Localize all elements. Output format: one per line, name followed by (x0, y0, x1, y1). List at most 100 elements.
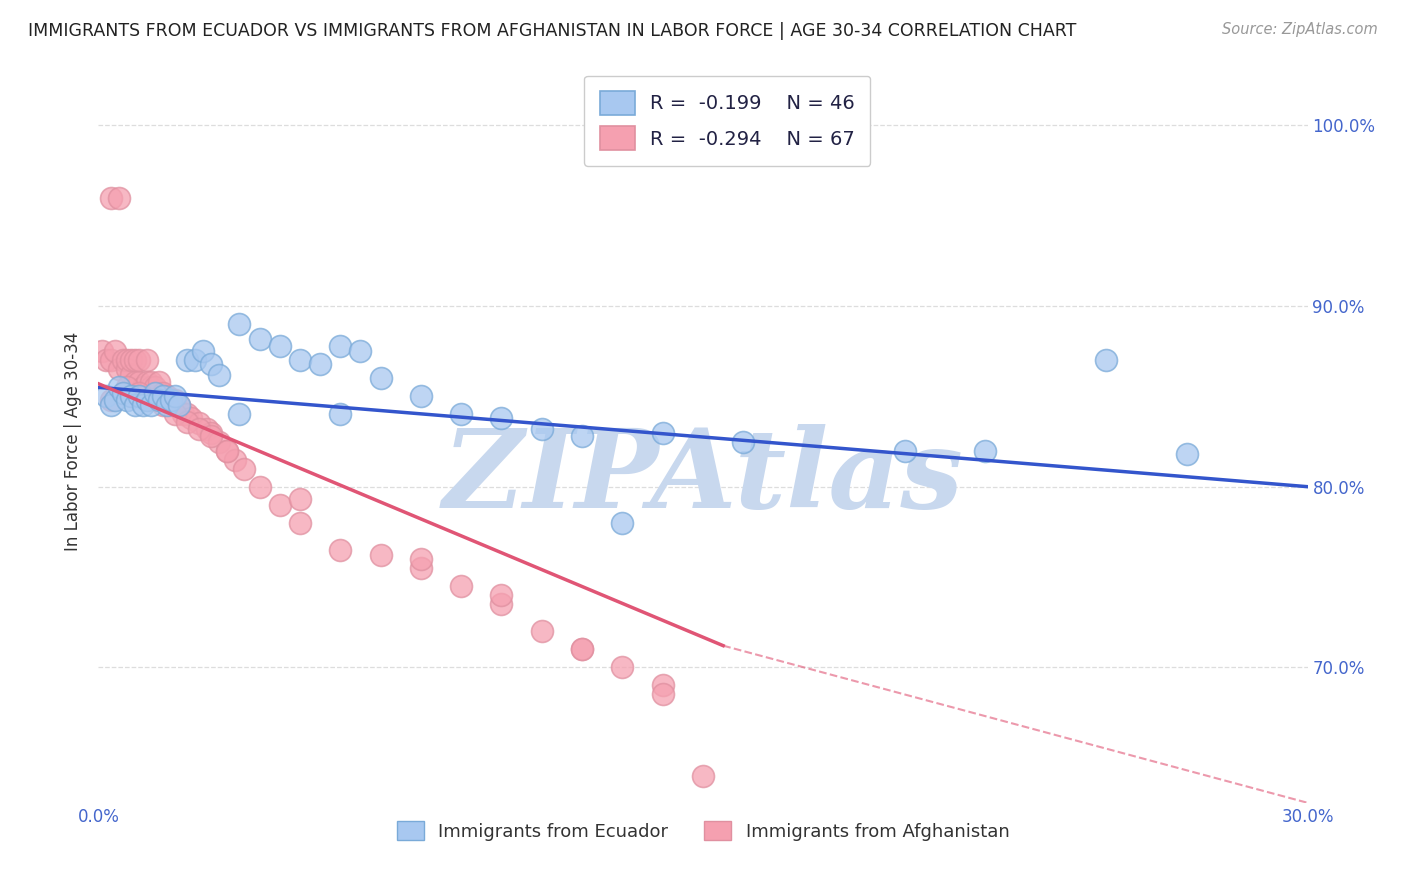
Point (115, 392, 138, 407)
Point (115, 380, 138, 394)
Point (184, 353, 207, 368)
Point (329, 339, 352, 353)
Point (692, 769, 714, 783)
Point (208, 434, 231, 449)
Point (288, 516, 311, 530)
Point (148, 375, 170, 389)
Point (269, 498, 291, 512)
Point (409, 552, 432, 566)
Point (329, 408, 352, 422)
Point (107, 362, 129, 376)
Point (200, 357, 222, 371)
Point (249, 332, 271, 346)
Point (135, 375, 157, 389)
Point (232, 461, 254, 475)
Text: IMMIGRANTS FROM ECUADOR VS IMMIGRANTS FROM AFGHANISTAN IN LABOR FORCE | AGE 30-3: IMMIGRANTS FROM ECUADOR VS IMMIGRANTS FR… (28, 22, 1077, 40)
Point (329, 542, 352, 557)
Point (409, 389, 432, 403)
Point (107, 380, 129, 394)
Point (128, 385, 150, 400)
Point (163, 389, 186, 403)
Point (135, 392, 157, 407)
Y-axis label: In Labor Force | Age 30-34: In Labor Force | Age 30-34 (63, 332, 82, 551)
Point (96, 389, 118, 403)
Point (612, 660, 634, 674)
Point (172, 408, 194, 422)
Point (103, 392, 125, 407)
Point (160, 398, 183, 412)
Point (349, 344, 371, 359)
Point (148, 389, 170, 403)
Point (409, 561, 432, 575)
Point (208, 368, 231, 382)
Point (176, 415, 198, 429)
Point (249, 480, 271, 494)
Point (450, 408, 472, 422)
Point (100, 392, 122, 407)
Point (120, 368, 142, 382)
Point (651, 425, 673, 440)
Point (491, 597, 513, 611)
Point (893, 443, 915, 458)
Point (96, 353, 118, 368)
Point (139, 398, 162, 412)
Point (124, 398, 146, 412)
Point (530, 624, 553, 639)
Point (103, 344, 125, 359)
Point (135, 353, 157, 368)
Point (217, 443, 239, 458)
Point (288, 353, 311, 368)
Point (370, 549, 392, 563)
Point (143, 385, 166, 400)
Point (288, 492, 311, 507)
Point (450, 579, 472, 593)
Point (571, 642, 593, 657)
Point (120, 389, 142, 403)
Point (163, 392, 186, 407)
Point (224, 452, 246, 467)
Point (1175, 447, 1198, 461)
Point (571, 429, 593, 443)
Point (612, 516, 634, 530)
Point (148, 392, 170, 407)
Point (974, 443, 997, 458)
Point (180, 411, 202, 425)
Point (156, 398, 179, 412)
Point (160, 392, 183, 407)
Point (530, 422, 553, 436)
Point (100, 353, 122, 368)
Point (139, 392, 162, 407)
Point (193, 344, 215, 359)
Point (651, 678, 673, 692)
Point (370, 371, 392, 385)
Point (309, 357, 332, 371)
Text: ZIPAtlas: ZIPAtlas (443, 424, 963, 532)
Point (124, 353, 146, 368)
Point (491, 588, 513, 602)
Point (195, 422, 218, 436)
Point (228, 317, 250, 331)
Point (167, 398, 190, 412)
Point (1095, 353, 1118, 368)
Point (132, 380, 155, 394)
Point (571, 642, 593, 657)
Point (651, 687, 673, 701)
Point (152, 389, 174, 403)
Point (152, 385, 174, 400)
Legend: Immigrants from Ecuador, Immigrants from Afghanistan: Immigrants from Ecuador, Immigrants from… (389, 814, 1017, 848)
Point (733, 434, 755, 449)
Point (128, 353, 150, 368)
Point (143, 380, 166, 394)
Point (139, 375, 162, 389)
Point (128, 375, 150, 389)
Point (217, 443, 239, 458)
Point (111, 353, 134, 368)
Point (91, 344, 114, 359)
Point (188, 417, 211, 431)
Point (107, 191, 129, 205)
Point (139, 380, 162, 394)
Point (188, 422, 211, 436)
Point (100, 191, 122, 205)
Point (228, 408, 250, 422)
Point (167, 398, 190, 412)
